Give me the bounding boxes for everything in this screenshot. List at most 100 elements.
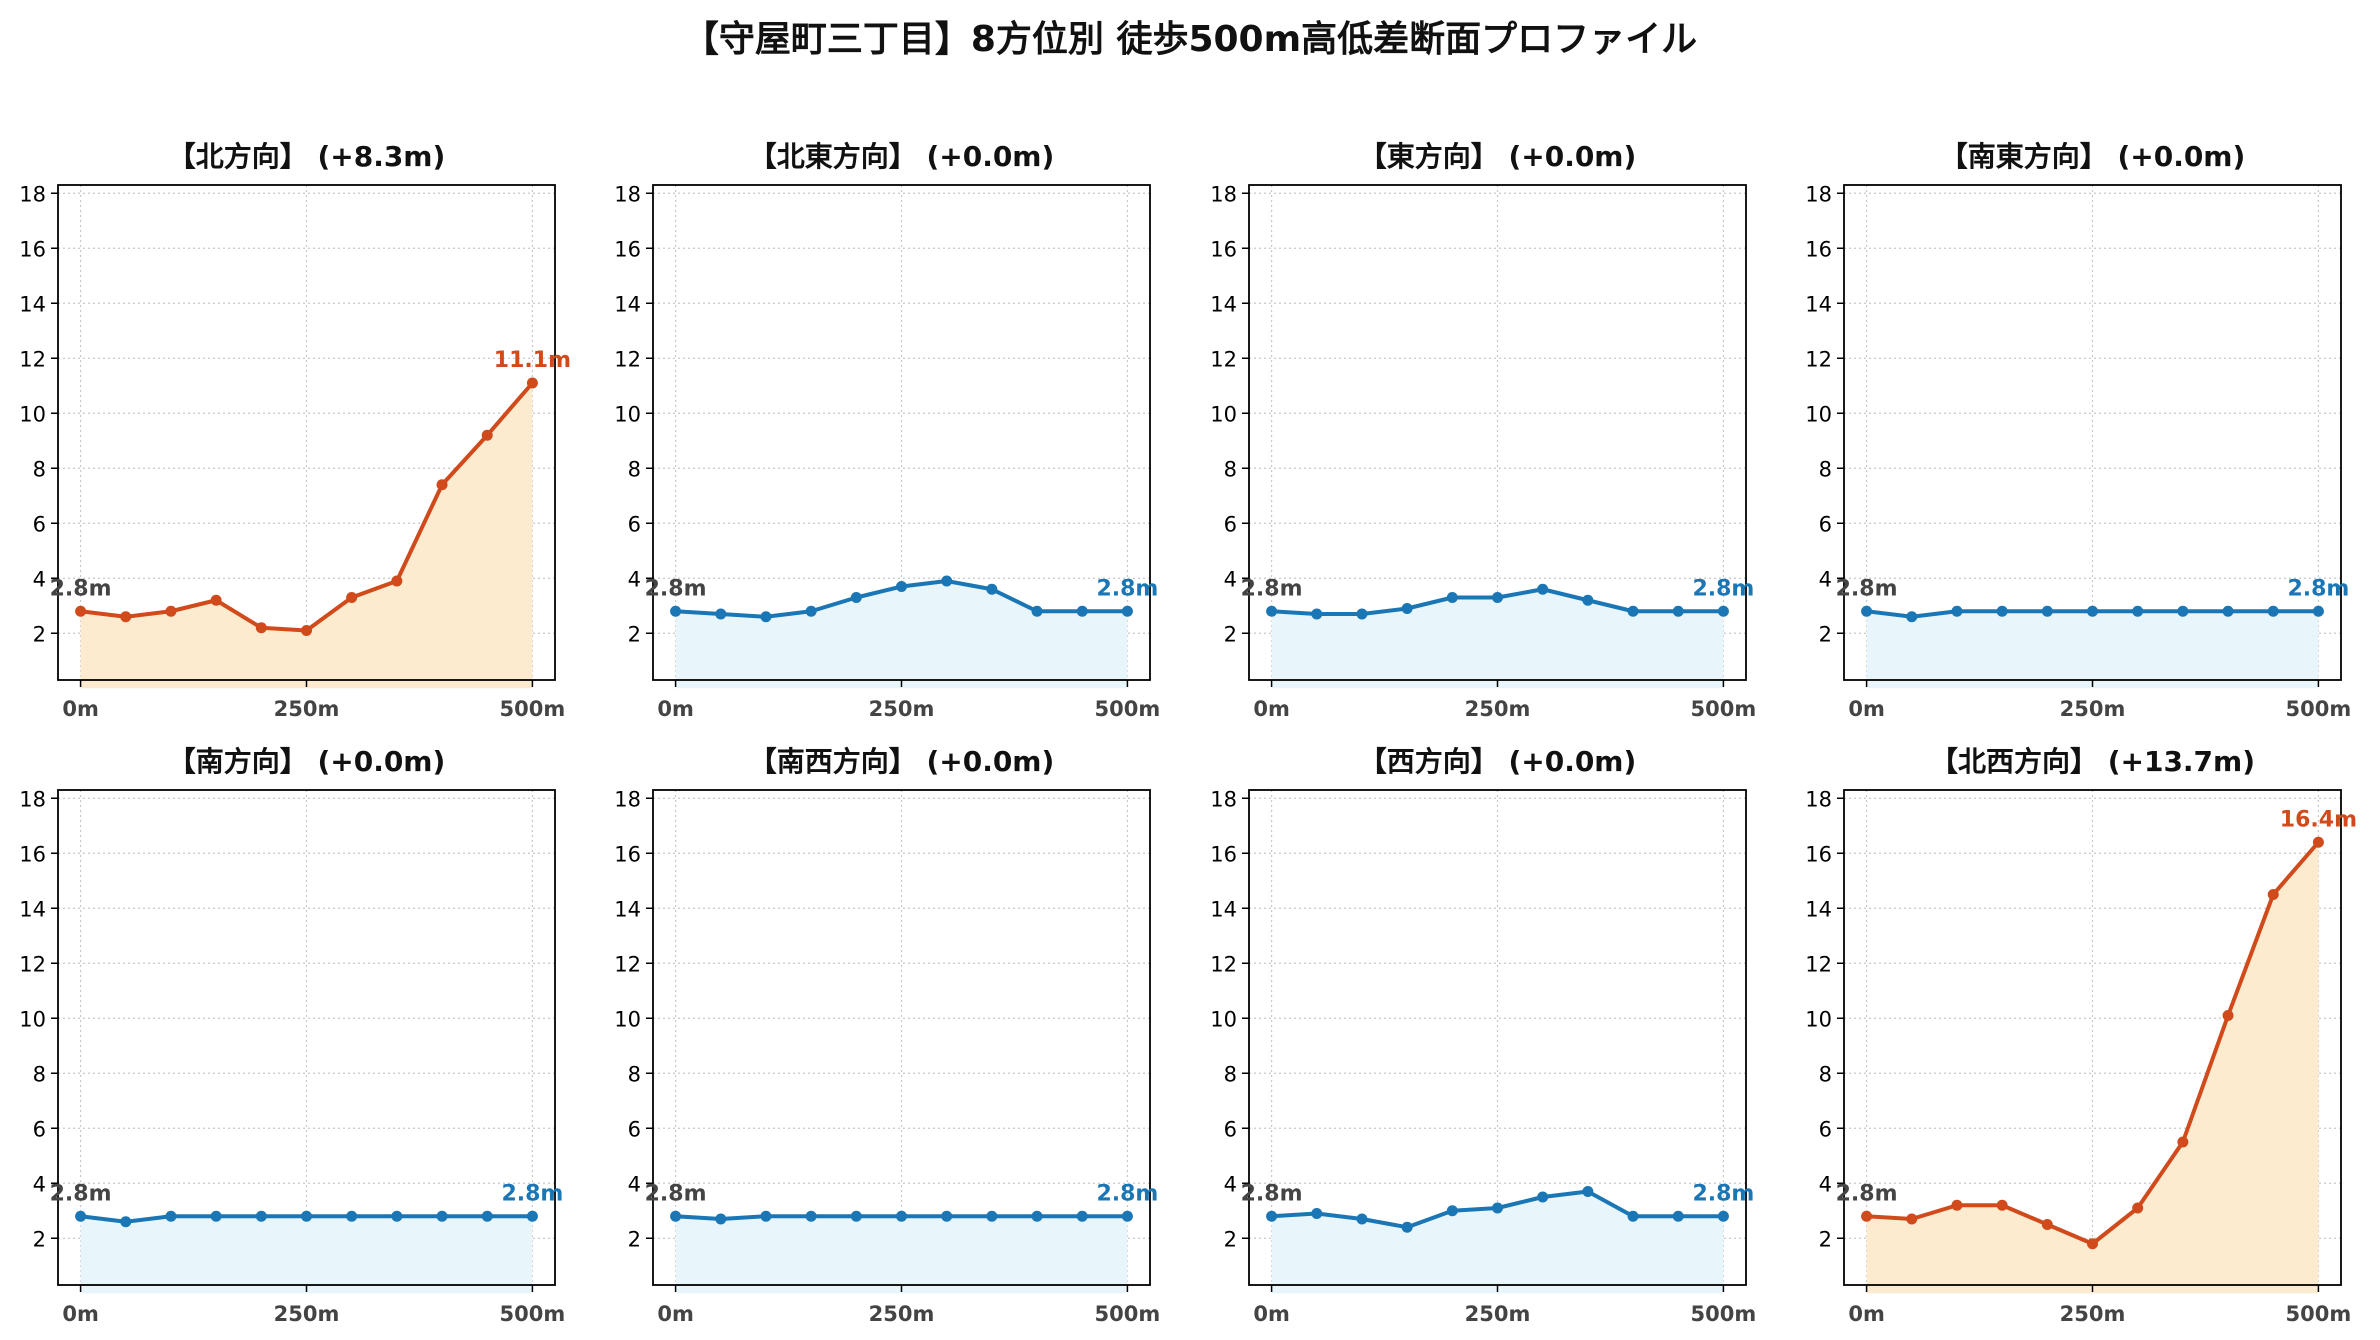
y-tick-label: 10 (1805, 402, 1832, 426)
data-point (1121, 605, 1133, 617)
data-point (1492, 1202, 1503, 1214)
y-tick-label: 18 (614, 182, 641, 206)
y-tick-label: 8 (1224, 1062, 1237, 1086)
y-tick-label: 18 (1805, 182, 1832, 206)
end-value-label: 2.8m (1096, 576, 1158, 601)
data-point (2087, 605, 2098, 617)
start-value-label: 2.8m (1241, 1181, 1303, 1206)
y-tick-label: 10 (1805, 1007, 1832, 1031)
y-tick-label: 4 (1224, 567, 1237, 591)
data-point (1861, 1210, 1873, 1222)
data-point (1906, 611, 1918, 623)
subplot-title: 【南東方向】 (+0.0m) (1940, 140, 2246, 173)
data-point (301, 1210, 312, 1222)
subplot-6: 2 4 6 8 10 12 14 16 18 0m 250m 500m 【南西方向】 (+0.0m) 2.… (614, 745, 1160, 1326)
y-tick-label: 16 (19, 842, 46, 866)
y-tick-label: 6 (1224, 1117, 1237, 1141)
data-point (1537, 1191, 1549, 1203)
y-tick-label: 4 (1819, 567, 1832, 591)
subplot-title: 【東方向】 (+0.0m) (1359, 140, 1637, 173)
y-tick-label: 2 (628, 1227, 641, 1251)
y-tick-label: 12 (19, 952, 46, 976)
data-point (1537, 583, 1549, 595)
x-tick-label: 250m (869, 697, 935, 721)
data-point (1996, 1199, 2008, 1211)
end-value-label: 11.1m (494, 348, 571, 373)
data-point (436, 479, 448, 491)
start-value-label: 2.8m (1241, 576, 1303, 601)
y-tick-label: 14 (1210, 897, 1237, 921)
data-point (896, 1210, 907, 1222)
y-tick-label: 18 (614, 787, 641, 811)
start-value-label: 2.8m (1836, 576, 1898, 601)
data-point (2132, 605, 2144, 617)
y-tick-label: 8 (628, 1062, 641, 1086)
y-tick-label: 18 (1210, 182, 1237, 206)
data-point (941, 575, 953, 587)
y-tick-label: 2 (1819, 622, 1832, 646)
start-value-label: 2.8m (50, 1181, 112, 1206)
y-tick-label: 14 (19, 292, 46, 316)
data-point (1627, 605, 1639, 617)
y-tick-label: 2 (1224, 622, 1237, 646)
x-tick-label: 0m (657, 697, 694, 721)
y-tick-label: 8 (628, 457, 641, 481)
data-point (986, 583, 998, 595)
y-tick-label: 4 (628, 1172, 641, 1196)
y-tick-label: 6 (33, 512, 46, 536)
y-tick-label: 6 (1819, 512, 1832, 536)
data-point (2267, 889, 2279, 900)
subplot-title: 【北東方向】 (+0.0m) (749, 140, 1055, 173)
data-point (2267, 605, 2279, 617)
x-tick-label: 0m (62, 1302, 99, 1326)
subplot-4: 2 4 6 8 10 12 14 16 18 0m 250m 500m 【南東方向】 (+0.0m) 2.… (1805, 140, 2351, 721)
data-point (1311, 1208, 1323, 1219)
data-point (1582, 1186, 1594, 1197)
y-tick-label: 2 (1224, 1227, 1237, 1251)
data-point (481, 429, 493, 441)
data-point (2041, 1219, 2053, 1230)
y-tick-label: 16 (614, 237, 641, 261)
x-tick-label: 0m (1253, 1302, 1290, 1326)
data-point (805, 1210, 817, 1222)
x-tick-label: 0m (1253, 697, 1290, 721)
data-point (75, 1210, 87, 1222)
data-point (1266, 605, 1278, 617)
x-tick-label: 500m (2286, 697, 2352, 721)
y-tick-label: 6 (1224, 512, 1237, 536)
data-point (2222, 605, 2234, 617)
y-tick-label: 10 (19, 402, 46, 426)
y-tick-label: 14 (614, 292, 641, 316)
x-tick-label: 250m (1465, 697, 1531, 721)
x-tick-label: 500m (500, 697, 566, 721)
x-tick-label: 500m (1095, 697, 1161, 721)
end-value-label: 16.4m (2280, 807, 2357, 832)
data-point (346, 592, 358, 603)
subplot-5: 2 4 6 8 10 12 14 16 18 0m 250m 500m 【南方向】 (+0.0m) 2.8… (19, 745, 565, 1326)
y-tick-label: 14 (1805, 292, 1832, 316)
subplot-1: 2 4 6 8 10 12 14 16 18 0m 250m 500m 【北方向】 (+8.3m) 2.8… (19, 140, 571, 721)
data-point (805, 605, 817, 617)
subplot-8: 2 4 6 8 10 12 14 16 18 0m 250m 500m 【北西方向】 (+13.7m) 2… (1805, 745, 2357, 1326)
data-point (1717, 1210, 1729, 1222)
data-point (715, 608, 727, 620)
start-value-label: 2.8m (50, 576, 112, 601)
data-point (436, 1210, 448, 1222)
end-value-label: 2.8m (1096, 1181, 1158, 1206)
y-tick-label: 14 (1805, 897, 1832, 921)
y-tick-label: 12 (19, 347, 46, 371)
y-tick-label: 16 (1805, 237, 1832, 261)
x-tick-label: 250m (869, 1302, 935, 1326)
data-point (1672, 605, 1684, 617)
data-point (1076, 1210, 1088, 1222)
y-tick-label: 10 (1210, 1007, 1237, 1031)
y-tick-label: 4 (33, 567, 46, 591)
y-tick-label: 10 (19, 1007, 46, 1031)
data-point (1121, 1210, 1133, 1222)
x-tick-label: 500m (2286, 1302, 2352, 1326)
data-point (1356, 608, 1368, 620)
y-tick-label: 18 (19, 787, 46, 811)
y-tick-label: 18 (1805, 787, 1832, 811)
data-point (1401, 1221, 1413, 1233)
data-point (526, 377, 538, 389)
